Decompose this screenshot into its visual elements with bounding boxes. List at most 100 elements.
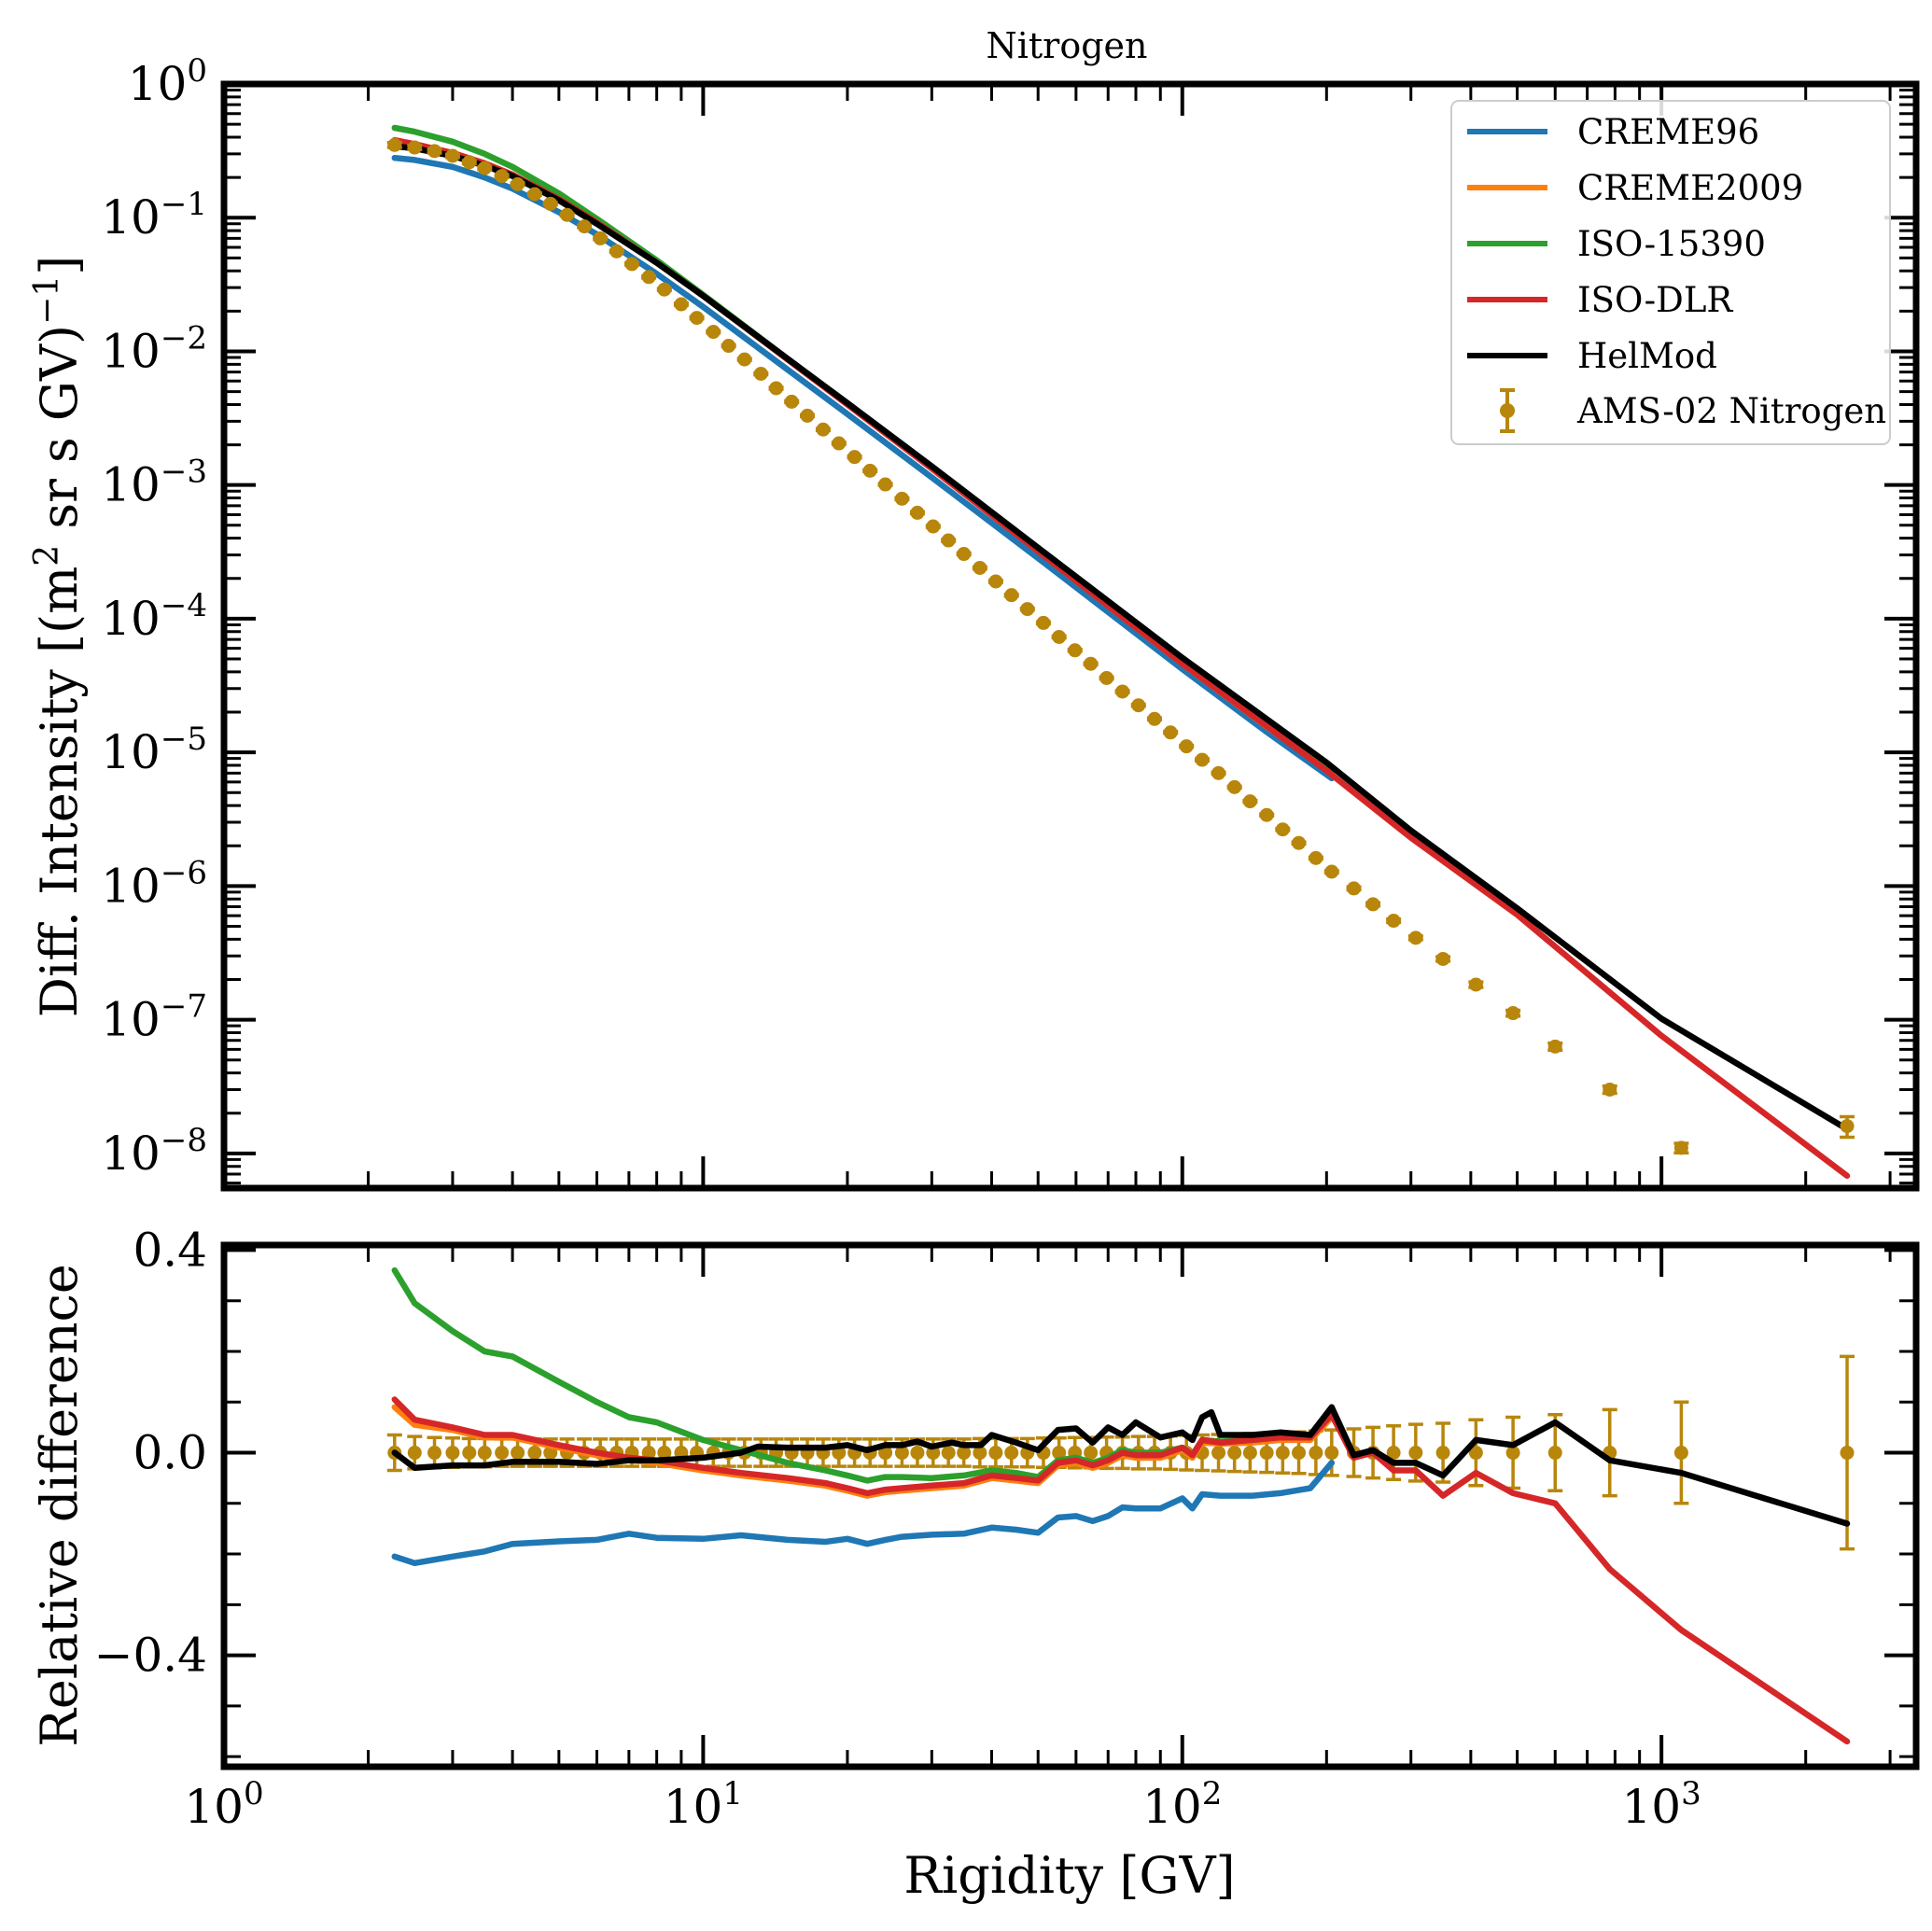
upper-y-tick-label: 10−3 — [101, 454, 207, 512]
upper-ams02-point — [494, 169, 510, 184]
upper-ams02-point — [909, 505, 925, 520]
upper-y-tick-label: 10−8 — [101, 1122, 207, 1181]
legend-label-isodlr: ISO-DLR — [1577, 280, 1733, 320]
lower-y-tick-labels: 0.4 0.0 −0.4 — [94, 1223, 207, 1682]
lower-ams02-point — [1547, 1413, 1563, 1492]
upper-y-tick-label: 10−5 — [101, 721, 207, 779]
x-axis-title: Rigidity [GV] — [903, 1846, 1235, 1905]
upper-ams02-point — [1195, 752, 1211, 767]
upper-ams02-point — [609, 244, 624, 259]
upper-ams02-point — [1083, 656, 1099, 671]
upper-ams02-point — [1840, 1114, 1855, 1140]
upper-ams02-point — [407, 140, 423, 155]
lower-line-helmod — [391, 1404, 1851, 1527]
legend-label-creme2009: CREME2009 — [1577, 168, 1803, 208]
legend-swatch-ams02 — [1500, 388, 1515, 433]
upper-y-tick-label: 100 — [128, 52, 207, 111]
lower-ams02-point — [1673, 1400, 1689, 1505]
lower-ticks — [222, 1245, 1916, 1767]
upper-ams02-point — [1003, 588, 1019, 603]
lower-y-tick-label: 0.0 — [133, 1426, 207, 1480]
upper-y-tick-label: 10−1 — [101, 186, 207, 245]
upper-ams02-point — [1291, 835, 1307, 850]
upper-ams02-point — [1308, 850, 1323, 865]
upper-ams02-point — [925, 519, 941, 534]
upper-ams02-point — [1211, 765, 1226, 780]
legend-label-creme96: CREME96 — [1577, 112, 1759, 152]
legend-label-iso15390: ISO-15390 — [1577, 224, 1766, 264]
lower-series-group — [391, 1266, 1851, 1745]
lower-ams02-point — [1505, 1415, 1521, 1490]
upper-ams02-point — [510, 176, 525, 191]
upper-line-creme96 — [391, 154, 1336, 782]
upper-ams02-point — [894, 491, 910, 506]
upper-ams02-point — [1226, 779, 1242, 794]
upper-y-tick-label: 10−6 — [101, 854, 207, 913]
upper-ams02-point — [1505, 1006, 1521, 1021]
chart-title: Nitrogen — [986, 25, 1147, 66]
upper-ams02-point — [1130, 698, 1146, 713]
upper-ams02-point — [1346, 881, 1362, 896]
upper-ams02-point — [526, 187, 542, 202]
upper-ams02-point — [656, 282, 672, 297]
upper-ams02-point — [673, 297, 689, 312]
upper-ams02-point — [1163, 725, 1179, 740]
x-tick-label: 101 — [664, 1775, 743, 1834]
upper-ams02-point — [956, 547, 972, 562]
upper-ams02-point — [877, 477, 893, 492]
lower-ams02-point — [407, 1434, 423, 1471]
lower-ams02-point — [847, 1437, 862, 1468]
upper-data-points — [386, 137, 1855, 1155]
upper-ams02-point — [1146, 711, 1162, 726]
upper-ams02-point — [1275, 822, 1291, 837]
lower-ams02-point — [1602, 1407, 1617, 1498]
x-tick-label: 100 — [184, 1775, 263, 1834]
upper-ams02-point — [1323, 864, 1339, 879]
upper-ams02-point — [427, 144, 442, 159]
upper-ams02-point — [941, 533, 957, 548]
upper-ams02-point — [577, 219, 593, 234]
upper-ams02-point — [386, 137, 402, 152]
upper-ams02-point — [847, 450, 862, 465]
lower-panel: 0.4 0.0 −0.4 100 101 102 103 Relative differe… — [30, 1223, 1920, 1905]
x-tick-labels: 100 101 102 103 — [184, 1775, 1701, 1834]
lower-ams02-point — [862, 1437, 878, 1468]
upper-ams02-point — [1242, 794, 1258, 809]
upper-y-tick-labels: 100 10−1 10−2 10−3 10−4 10−5 10−6 10−7 10−8 — [101, 52, 207, 1181]
x-tick-label: 102 — [1142, 1775, 1222, 1834]
upper-ams02-point — [987, 574, 1003, 589]
upper-ams02-point — [800, 408, 816, 423]
upper-ams02-point — [972, 560, 987, 575]
upper-ams02-point — [862, 463, 878, 478]
legend-box — [1450, 100, 1891, 445]
upper-y-tick-label: 10−2 — [101, 319, 207, 378]
y-axis-title-upper: Diff. Intensity [(m2 sr s GV)−1] — [28, 256, 90, 1018]
upper-ams02-point — [1407, 931, 1423, 945]
upper-ams02-point — [1365, 897, 1381, 912]
lower-ams02-point — [689, 1437, 705, 1468]
upper-ams02-point — [641, 270, 657, 285]
upper-ams02-point — [1051, 629, 1067, 644]
upper-ams02-point — [559, 207, 575, 222]
upper-ams02-point — [461, 155, 477, 170]
lower-ams02-point — [815, 1437, 831, 1468]
lower-ams02-point — [1323, 1428, 1339, 1477]
legend: CREME96 CREME2009 ISO-15390 ISO-DLR HelM… — [1450, 100, 1891, 445]
upper-ams02-point — [1099, 670, 1114, 685]
upper-ams02-point — [1602, 1082, 1617, 1097]
upper-ams02-point — [1259, 807, 1275, 822]
lower-ams02-point — [987, 1436, 1003, 1469]
upper-ams02-point — [689, 311, 705, 326]
upper-panel: 100 10−1 10−2 10−3 10−4 10−5 10−6 10−7 10−8 Diff… — [28, 52, 1920, 1192]
lower-y-tick-label: −0.4 — [94, 1629, 207, 1683]
upper-ams02-point — [736, 352, 752, 367]
upper-ams02-point — [768, 381, 784, 396]
upper-ams02-point — [721, 339, 736, 354]
upper-ams02-point — [1035, 615, 1051, 630]
upper-ams02-point — [831, 436, 847, 451]
upper-ams02-point — [706, 325, 721, 340]
upper-ams02-point — [1468, 977, 1484, 992]
upper-ams02-point — [624, 257, 640, 272]
lower-ams02-point — [800, 1437, 816, 1468]
